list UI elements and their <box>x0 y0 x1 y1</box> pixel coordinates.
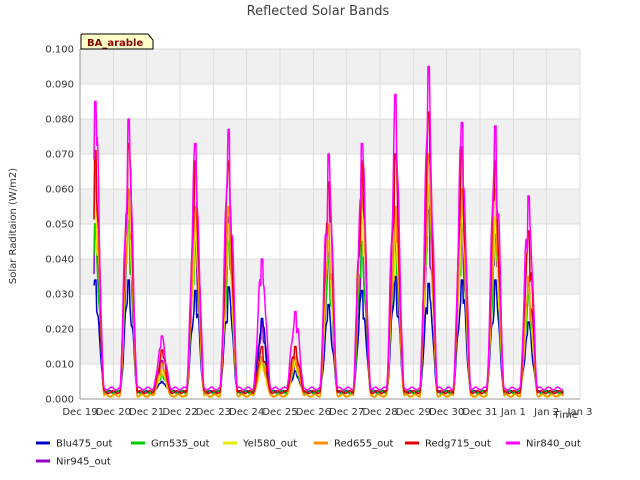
y-axis-label: Solar Raditaion (W/m2) <box>8 168 19 284</box>
x-tick-label: Dec 21 <box>129 407 164 418</box>
y-tick-label: 0.030 <box>45 290 74 301</box>
y-tick-label: 0.020 <box>45 325 74 336</box>
chart-title: Reflected Solar Bands <box>247 4 390 19</box>
x-tick-label: Dec 23 <box>196 407 231 418</box>
plot-band <box>80 329 580 364</box>
legend-label: Blu475_out <box>56 439 113 450</box>
y-tick-label: 0.060 <box>45 185 74 196</box>
series-layer <box>93 65 564 398</box>
legend-label: Red655_out <box>334 439 394 450</box>
legend-label: Nir945_out <box>56 457 111 468</box>
series-line-nir840-out <box>93 65 564 391</box>
x-tick-label: Dec 27 <box>329 407 364 418</box>
badge-box <box>80 33 154 50</box>
series-line-redg715-out <box>93 111 564 395</box>
x-tick-label: Jan 1 <box>500 407 526 418</box>
badge-label: BA_arable <box>87 38 143 49</box>
x-tick-label: Jan 2 <box>533 407 559 418</box>
x-tick-label: Dec 22 <box>162 407 197 418</box>
series-line-grn535-out <box>93 184 564 395</box>
x-tick-label: Dec 28 <box>362 407 397 418</box>
x-tick-label: Dec 26 <box>296 407 331 418</box>
y-tick-label: 0.050 <box>45 220 74 231</box>
badge: BA_arable <box>80 33 154 50</box>
series-line-red655-out <box>93 153 564 398</box>
legend-label: Redg715_out <box>425 439 491 450</box>
legend-label: Nir840_out <box>526 439 581 450</box>
y-tick-labels: 0.000 0.010 0.020 0.030 0.040 0.050 0.060 0.070… <box>45 45 74 406</box>
plot-band <box>80 84 580 119</box>
x-axis-label: Time <box>553 410 578 421</box>
plot-band <box>80 119 580 154</box>
x-tick-label: Dec 24 <box>229 407 264 418</box>
x-tick-label: Jan 3 <box>567 407 593 418</box>
x-tick-label: Dec 19 <box>62 407 97 418</box>
y-tick-label: 0.090 <box>45 80 74 91</box>
plot-band <box>80 49 580 84</box>
x-tick-label: Dec 20 <box>96 407 131 418</box>
y-tick-label: 0.070 <box>45 150 74 161</box>
x-tick-label: Dec 29 <box>396 407 431 418</box>
y-tick-label: 0.080 <box>45 115 74 126</box>
axes <box>79 49 580 400</box>
y-tick-label: 0.010 <box>45 360 74 371</box>
y-tick-label: 0.100 <box>45 45 74 56</box>
x-tick-label: Dec 25 <box>262 407 297 418</box>
y-tick-label: 0.000 <box>45 395 74 406</box>
y-tick-label: 0.040 <box>45 255 74 266</box>
x-tick-label: Dec 31 <box>462 407 497 418</box>
legend: Blu475_out Grn535_out Yel580_out Red655_out… <box>36 439 581 468</box>
legend-label: Grn535_out <box>151 439 210 450</box>
legend-label: Yel580_out <box>242 439 297 450</box>
x-tick-label: Dec 30 <box>429 407 464 418</box>
